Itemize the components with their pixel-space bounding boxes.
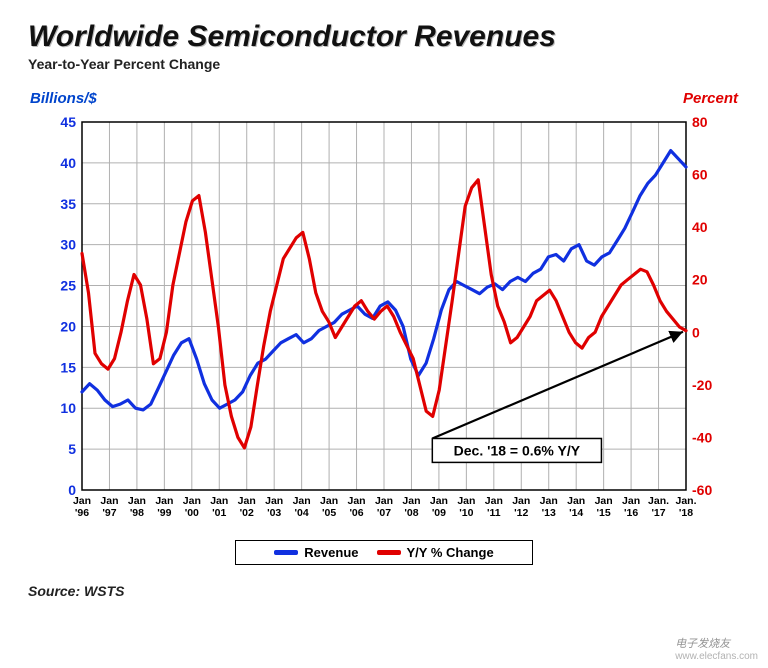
svg-text:'08: '08 xyxy=(404,507,418,519)
svg-text:Jan: Jan xyxy=(375,495,393,507)
svg-text:'03: '03 xyxy=(267,507,281,519)
svg-text:20: 20 xyxy=(692,272,708,288)
watermark: 电子发烧友 www.elecfans.com xyxy=(675,635,758,662)
chart-legend: Revenue Y/Y % Change xyxy=(235,540,533,565)
svg-text:5: 5 xyxy=(68,441,76,457)
watermark-url: www.elecfans.com xyxy=(675,651,758,662)
svg-text:60: 60 xyxy=(692,167,708,183)
svg-text:35: 35 xyxy=(60,196,76,212)
svg-text:Jan: Jan xyxy=(595,495,613,507)
legend-yoy: Y/Y % Change xyxy=(377,545,494,560)
svg-text:Jan: Jan xyxy=(540,495,558,507)
watermark-brand: 电子发烧友 xyxy=(675,638,730,650)
svg-text:40: 40 xyxy=(692,219,708,235)
svg-text:'98: '98 xyxy=(130,507,144,519)
svg-text:'10: '10 xyxy=(459,507,473,519)
svg-text:Jan: Jan xyxy=(347,495,365,507)
svg-text:Jan: Jan xyxy=(73,495,91,507)
svg-text:'17: '17 xyxy=(651,507,665,519)
svg-text:Jan.: Jan. xyxy=(648,495,669,507)
svg-text:25: 25 xyxy=(60,278,76,294)
right-axis-label: Percent xyxy=(683,90,738,107)
svg-text:'04: '04 xyxy=(295,507,309,519)
svg-text:Dec. '18 = 0.6% Y/Y: Dec. '18 = 0.6% Y/Y xyxy=(454,442,581,458)
svg-text:Jan: Jan xyxy=(100,495,118,507)
svg-text:15: 15 xyxy=(60,359,76,375)
legend-revenue: Revenue xyxy=(274,545,358,560)
svg-text:Jan: Jan xyxy=(238,495,256,507)
source-label: Source: WSTS xyxy=(28,583,740,599)
chart-canvas: 051015202530354045-60-40-20020406080Jan'… xyxy=(34,112,734,532)
svg-text:Jan: Jan xyxy=(622,495,640,507)
svg-text:'97: '97 xyxy=(102,507,116,519)
svg-text:'18: '18 xyxy=(679,507,693,519)
svg-text:80: 80 xyxy=(692,114,708,130)
svg-text:'99: '99 xyxy=(157,507,171,519)
svg-text:0: 0 xyxy=(692,324,700,340)
svg-text:Jan: Jan xyxy=(183,495,201,507)
svg-text:'15: '15 xyxy=(597,507,611,519)
svg-text:'13: '13 xyxy=(542,507,556,519)
svg-text:Jan: Jan xyxy=(567,495,585,507)
legend-yoy-label: Y/Y % Change xyxy=(407,545,494,560)
svg-text:'01: '01 xyxy=(212,507,226,519)
svg-text:Jan: Jan xyxy=(265,495,283,507)
svg-text:'07: '07 xyxy=(377,507,391,519)
svg-text:-20: -20 xyxy=(692,377,712,393)
svg-text:Jan: Jan xyxy=(402,495,420,507)
svg-text:'11: '11 xyxy=(487,507,501,519)
svg-text:20: 20 xyxy=(60,318,76,334)
svg-text:Jan: Jan xyxy=(485,495,503,507)
svg-text:-40: -40 xyxy=(692,429,712,445)
svg-text:10: 10 xyxy=(60,400,76,416)
svg-text:Jan.: Jan. xyxy=(675,495,696,507)
svg-text:'12: '12 xyxy=(514,507,528,519)
chart-subtitle: Year-to-Year Percent Change xyxy=(28,56,740,72)
svg-text:40: 40 xyxy=(60,155,76,171)
left-axis-label: Billions/$ xyxy=(30,90,97,107)
svg-text:'02: '02 xyxy=(240,507,254,519)
svg-text:Jan: Jan xyxy=(293,495,311,507)
svg-text:45: 45 xyxy=(60,114,76,130)
svg-text:'14: '14 xyxy=(569,507,583,519)
svg-text:Jan: Jan xyxy=(128,495,146,507)
svg-text:Jan: Jan xyxy=(512,495,530,507)
svg-text:Jan: Jan xyxy=(430,495,448,507)
svg-text:Jan: Jan xyxy=(457,495,475,507)
svg-text:'16: '16 xyxy=(624,507,638,519)
svg-text:30: 30 xyxy=(60,237,76,253)
svg-text:Jan: Jan xyxy=(155,495,173,507)
svg-text:'96: '96 xyxy=(75,507,89,519)
svg-text:'09: '09 xyxy=(432,507,446,519)
legend-revenue-label: Revenue xyxy=(304,545,358,560)
svg-text:'06: '06 xyxy=(349,507,363,519)
chart-title: Worldwide Semiconductor Revenues xyxy=(28,20,740,54)
svg-text:Jan: Jan xyxy=(210,495,228,507)
svg-text:'00: '00 xyxy=(185,507,199,519)
svg-text:Jan: Jan xyxy=(320,495,338,507)
svg-text:'05: '05 xyxy=(322,507,336,519)
